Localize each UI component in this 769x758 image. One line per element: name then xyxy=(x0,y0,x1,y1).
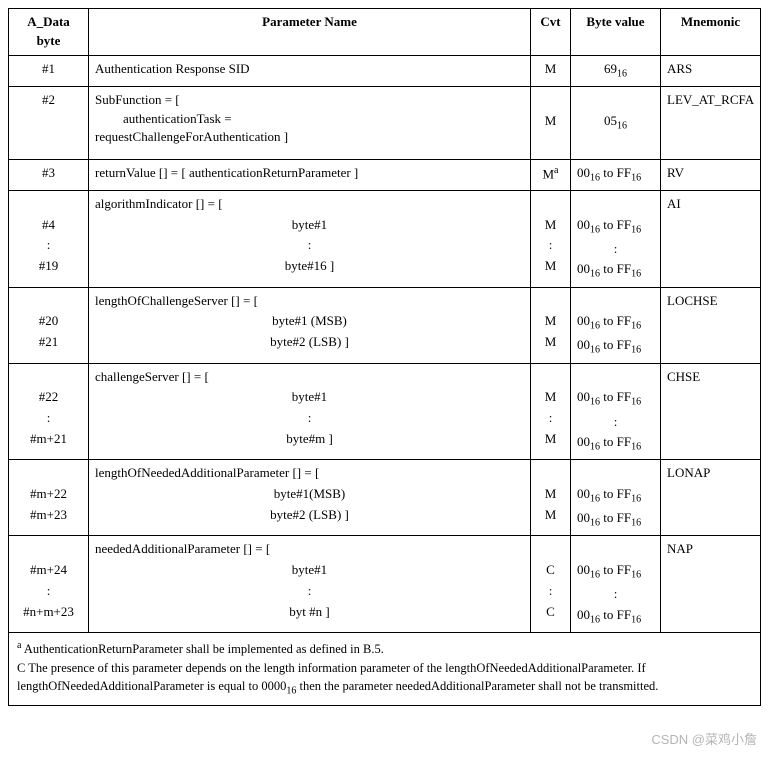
footnote-c: C The presence of this parameter depends… xyxy=(17,659,752,699)
cell-name: algorithmIndicator [] = [ byte#1 : byte#… xyxy=(89,190,531,287)
cell-byte: #4 : #19 xyxy=(9,190,89,287)
cell-cvt: M M xyxy=(531,460,571,536)
cell-cvt: M : M xyxy=(531,363,571,460)
cell-name: lengthOfNeededAdditionalParameter [] = [… xyxy=(89,460,531,536)
table-row: #m+24 : #n+m+23 neededAdditionalParamete… xyxy=(9,536,761,633)
cell-cvt: M : M xyxy=(531,190,571,287)
table-row: #1 Authentication Response SID M 6916 AR… xyxy=(9,55,761,86)
cell-byte: #m+22 #m+23 xyxy=(9,460,89,536)
table-row: #20 #21 lengthOfChallengeServer [] = [ b… xyxy=(9,287,761,363)
cell-name: lengthOfChallengeServer [] = [ byte#1 (M… xyxy=(89,287,531,363)
cell-val: 0016 to FF16 0016 to FF16 xyxy=(571,287,661,363)
table-header-row: A_Data byte Parameter Name Cvt Byte valu… xyxy=(9,9,761,56)
cell-name: returnValue [] = [ authenticationReturnP… xyxy=(89,159,531,190)
cell-val: 0016 to FF16 : 0016 to FF16 xyxy=(571,363,661,460)
cell-name: Authentication Response SID xyxy=(89,55,531,86)
cell-val: 0016 to FF16 xyxy=(571,159,661,190)
footnote-cell: a AuthenticationReturnParameter shall be… xyxy=(9,633,761,705)
cell-cvt: M xyxy=(531,55,571,86)
cell-val: 6916 xyxy=(571,55,661,86)
cell-val: 0016 to FF16 0016 to FF16 xyxy=(571,460,661,536)
cell-cvt: M xyxy=(531,86,571,159)
cell-mnem: AI xyxy=(661,190,761,287)
watermark-text: CSDN @菜鸡小詹 xyxy=(651,729,757,748)
cell-val: 0516 xyxy=(571,86,661,159)
cell-cvt: M M xyxy=(531,287,571,363)
header-byte: A_Data byte xyxy=(9,9,89,56)
table-row: #22 : #m+21 challengeServer [] = [ byte#… xyxy=(9,363,761,460)
cell-byte: #m+24 : #n+m+23 xyxy=(9,536,89,633)
cell-byte: #20 #21 xyxy=(9,287,89,363)
cell-cvt: Ma xyxy=(531,159,571,190)
footnote-row: a AuthenticationReturnParameter shall be… xyxy=(9,633,761,705)
cell-mnem: LOCHSE xyxy=(661,287,761,363)
cell-name: neededAdditionalParameter [] = [ byte#1 … xyxy=(89,536,531,633)
cell-mnem: CHSE xyxy=(661,363,761,460)
cell-mnem: NAP xyxy=(661,536,761,633)
parameter-table: A_Data byte Parameter Name Cvt Byte valu… xyxy=(8,8,761,706)
header-val: Byte value xyxy=(571,9,661,56)
header-cvt: Cvt xyxy=(531,9,571,56)
cell-byte: #1 xyxy=(9,55,89,86)
cell-cvt: C : C xyxy=(531,536,571,633)
table-row: #4 : #19 algorithmIndicator [] = [ byte#… xyxy=(9,190,761,287)
cell-mnem: RV xyxy=(661,159,761,190)
cell-name: SubFunction = [ authenticationTask = req… xyxy=(89,86,531,159)
table-row: #2 SubFunction = [ authenticationTask = … xyxy=(9,86,761,159)
cell-byte: #3 xyxy=(9,159,89,190)
cell-val: 0016 to FF16 : 0016 to FF16 xyxy=(571,536,661,633)
cell-val: 0016 to FF16 : 0016 to FF16 xyxy=(571,190,661,287)
table-row: #3 returnValue [] = [ authenticationRetu… xyxy=(9,159,761,190)
cell-mnem: ARS xyxy=(661,55,761,86)
cell-name: challengeServer [] = [ byte#1 : byte#m ] xyxy=(89,363,531,460)
table-row: #m+22 #m+23 lengthOfNeededAdditionalPara… xyxy=(9,460,761,536)
header-name: Parameter Name xyxy=(89,9,531,56)
cell-mnem: LEV_AT_RCFA xyxy=(661,86,761,159)
header-mnem: Mnemonic xyxy=(661,9,761,56)
cell-mnem: LONAP xyxy=(661,460,761,536)
footnote-a: a AuthenticationReturnParameter shall be… xyxy=(17,639,752,658)
cell-byte: #22 : #m+21 xyxy=(9,363,89,460)
cell-byte: #2 xyxy=(9,86,89,159)
